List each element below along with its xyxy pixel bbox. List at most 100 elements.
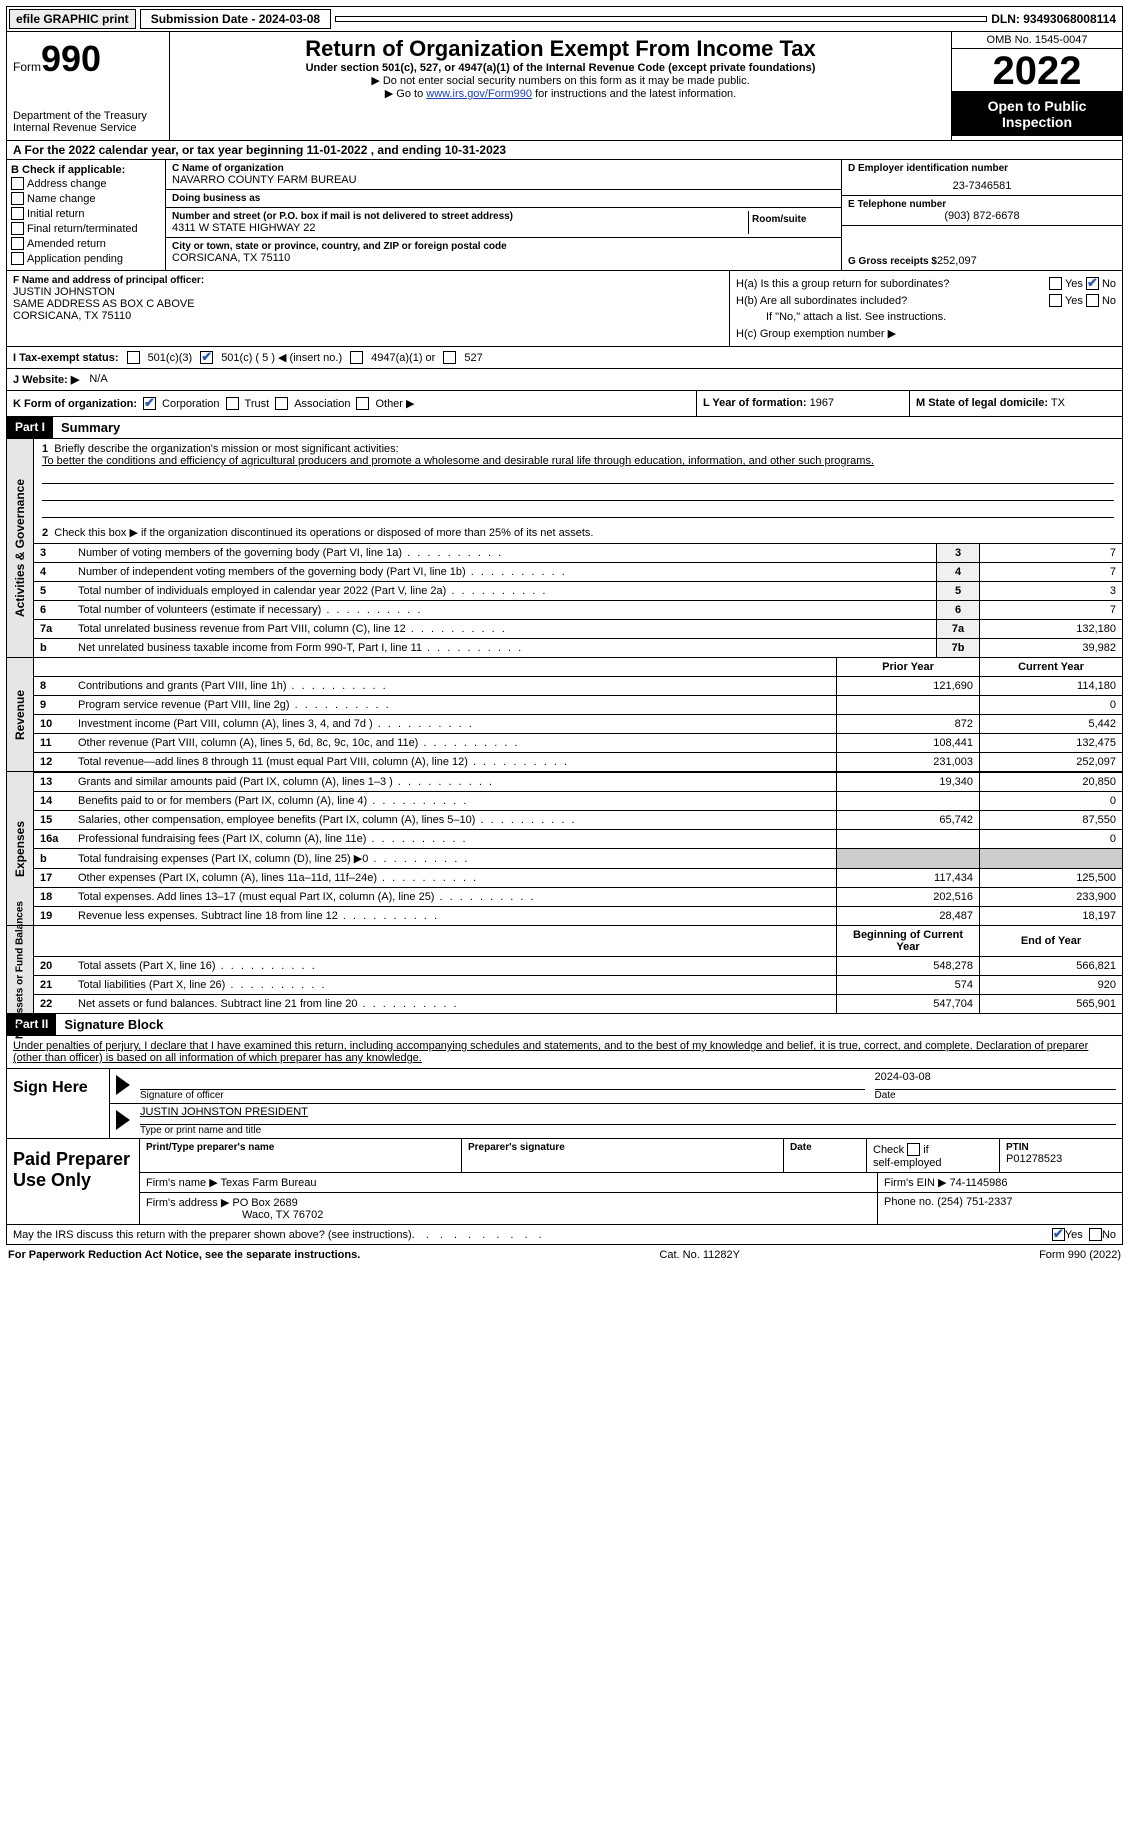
table-row: 3Number of voting members of the governi… (34, 544, 1122, 563)
hb-yes[interactable] (1049, 294, 1062, 307)
gross-label: G Gross receipts $ (848, 256, 937, 267)
chk-other[interactable] (356, 397, 369, 410)
sig-officer-cap: Signature of officer (140, 1090, 865, 1101)
blank-bar (335, 16, 987, 22)
form-word: Form (13, 60, 41, 74)
section-d: D Employer identification number 23-7346… (841, 160, 1122, 270)
omb-number: OMB No. 1545-0047 (952, 32, 1122, 49)
chk-assoc[interactable] (275, 397, 288, 410)
tel-label: E Telephone number (848, 199, 1116, 210)
chk-app-pending[interactable] (11, 252, 24, 265)
street-label: Number and street (or P.O. box if mail i… (172, 211, 742, 222)
side-rev: Revenue (7, 658, 34, 771)
chk-address[interactable] (11, 177, 24, 190)
chk-final[interactable] (11, 222, 24, 235)
chk-name[interactable] (11, 192, 24, 205)
header-mid: Return of Organization Exempt From Incom… (170, 32, 951, 140)
ag-section: Activities & Governance 1 Briefly descri… (6, 439, 1123, 658)
chk-trust[interactable] (226, 397, 239, 410)
table-row: 20Total assets (Part X, line 16)548,2785… (34, 957, 1122, 976)
table-row: 14Benefits paid to or for members (Part … (34, 792, 1122, 811)
firm-ein: 74-1145986 (950, 1177, 1008, 1189)
paid-preparer-block: Paid Preparer Use Only Print/Type prepar… (6, 1139, 1123, 1225)
table-row: 12Total revenue—add lines 8 through 11 (… (34, 753, 1122, 772)
dba-label: Doing business as (172, 193, 835, 204)
no-ssn-note: Do not enter social security numbers on … (178, 74, 943, 87)
klm-row: K Form of organization: Corporation Trus… (6, 391, 1123, 417)
arrow-icon (116, 1110, 130, 1130)
arrow-icon (116, 1075, 130, 1095)
chk-4947[interactable] (350, 351, 363, 364)
side-na: Net Assets or Fund Balances (7, 926, 34, 1013)
section-j: J Website: ▶ N/A (6, 369, 1123, 391)
printed-cap: Type or print name and title (140, 1125, 1116, 1136)
na-section: Net Assets or Fund Balances Beginning of… (6, 926, 1123, 1014)
section-f: F Name and address of principal officer:… (7, 271, 730, 346)
form-header: Form 990 Department of the Treasury Inte… (6, 32, 1123, 141)
table-header: Beginning of Current YearEnd of Year (34, 926, 1122, 957)
ein-value: 23-7346581 (848, 180, 1116, 192)
chk-initial[interactable] (11, 207, 24, 220)
street-value: 4311 W STATE HIGHWAY 22 (172, 222, 742, 234)
chk-501c[interactable] (200, 351, 213, 364)
sig-date: 2024-03-08 (875, 1071, 1117, 1090)
section-k: K Form of organization: Corporation Trus… (7, 391, 697, 416)
q1-label: Briefly describe the organization's miss… (54, 443, 398, 455)
submission-date: Submission Date - 2024-03-08 (140, 9, 331, 29)
table-row: 6Total number of volunteers (estimate if… (34, 601, 1122, 620)
form-title: Return of Organization Exempt From Incom… (178, 36, 943, 62)
table-row: 10Investment income (Part VIII, column (… (34, 715, 1122, 734)
chk-amended[interactable] (11, 237, 24, 250)
hc-label: H(c) Group exemption number ▶ (736, 325, 1116, 342)
tel-value: (903) 872-6678 (848, 210, 1116, 222)
sign-here-label: Sign Here (7, 1069, 110, 1138)
chk-527[interactable] (443, 351, 456, 364)
table-row: 18Total expenses. Add lines 13–17 (must … (34, 888, 1122, 907)
table-row: 8Contributions and grants (Part VIII, li… (34, 677, 1122, 696)
chk-corp[interactable] (143, 397, 156, 410)
header-left: Form 990 Department of the Treasury Inte… (7, 32, 170, 140)
ha-yes[interactable] (1049, 277, 1062, 290)
tax-year: 2022 (952, 49, 1122, 92)
hb-no[interactable] (1086, 294, 1099, 307)
fh-row: F Name and address of principal officer:… (6, 271, 1123, 347)
city-label: City or town, state or province, country… (172, 241, 835, 252)
header-right: OMB No. 1545-0047 2022 Open to Public In… (951, 32, 1122, 140)
irs-link[interactable]: www.irs.gov/Form990 (426, 88, 532, 100)
table-row: bNet unrelated business taxable income f… (34, 639, 1122, 658)
ha-no[interactable] (1086, 277, 1099, 290)
exp-table: 13Grants and similar amounts paid (Part … (34, 772, 1122, 925)
part-ii-header: Part II Signature Block (6, 1014, 1123, 1036)
chk-self-emp[interactable] (907, 1143, 920, 1156)
table-row: 9Program service revenue (Part VIII, lin… (34, 696, 1122, 715)
section-h: H(a) Is this a group return for subordin… (730, 271, 1122, 346)
f-label: F Name and address of principal officer: (13, 275, 723, 286)
table-row: 19Revenue less expenses. Subtract line 1… (34, 907, 1122, 926)
officer-addr2: CORSICANA, TX 75110 (13, 310, 723, 322)
cat-no: Cat. No. 11282Y (360, 1249, 1039, 1261)
section-i: I Tax-exempt status: 501(c)(3) 501(c) ( … (6, 347, 1123, 369)
ein-label: D Employer identification number (848, 163, 1116, 174)
table-row: 15Salaries, other compensation, employee… (34, 811, 1122, 830)
dept-treasury: Department of the Treasury (13, 110, 163, 122)
rev-table: Prior YearCurrent Year8Contributions and… (34, 658, 1122, 771)
part-ii-title: Signature Block (56, 1014, 171, 1035)
table-row: 11Other revenue (Part VIII, column (A), … (34, 734, 1122, 753)
efile-button[interactable]: efile GRAPHIC print (9, 9, 136, 29)
page-footer: For Paperwork Reduction Act Notice, see … (6, 1245, 1123, 1265)
part-i-header: Part I Summary (6, 417, 1123, 439)
table-row: 5Total number of individuals employed in… (34, 582, 1122, 601)
open-to-public: Open to Public Inspection (952, 92, 1122, 136)
top-bar: efile GRAPHIC print Submission Date - 20… (6, 6, 1123, 32)
discuss-yes[interactable] (1052, 1228, 1065, 1241)
irs-label: Internal Revenue Service (13, 122, 163, 134)
form-foot: Form 990 (2022) (1039, 1249, 1121, 1261)
firm-phone: (254) 751-2337 (937, 1196, 1012, 1208)
bcd-row: B Check if applicable: Address change Na… (6, 160, 1123, 271)
discuss-no[interactable] (1089, 1228, 1102, 1241)
firm-addr1: PO Box 2689 (232, 1197, 297, 1209)
c-name-label: C Name of organization (172, 163, 835, 174)
form-subtitle: Under section 501(c), 527, or 4947(a)(1)… (178, 62, 943, 74)
section-c: C Name of organization NAVARRO COUNTY FA… (166, 160, 841, 270)
chk-501c3[interactable] (127, 351, 140, 364)
